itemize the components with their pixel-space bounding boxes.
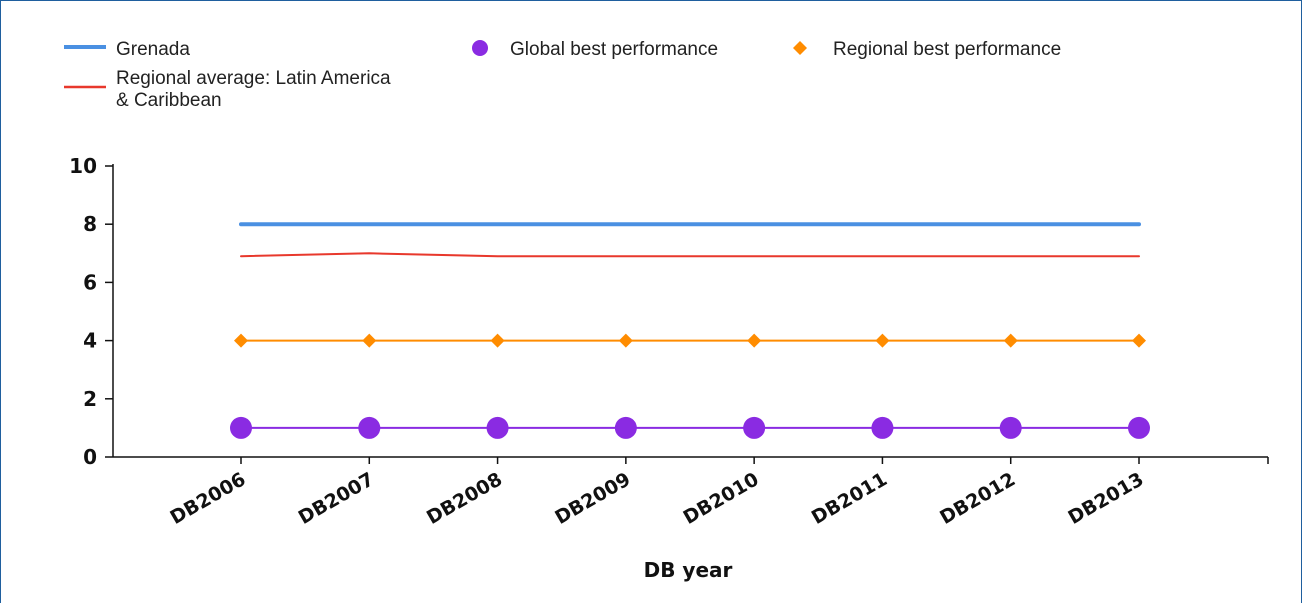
data-point-regional-best-performance	[1003, 333, 1018, 348]
x-tick-label: DB2011	[808, 468, 891, 529]
x-axis-title: DB year	[644, 558, 733, 582]
series-line-regional-average-latin-america-caribbean	[240, 252, 1140, 258]
legend: Grenada Regional average: Latin America &…	[64, 39, 1061, 111]
legend-label-regional-average: Regional average: Latin America & Caribbe…	[116, 68, 391, 111]
y-tick-label: 6	[83, 270, 97, 294]
y-tick-label: 2	[83, 387, 97, 411]
legend-label-global-best: Global best performance	[510, 39, 718, 60]
series-layer	[230, 222, 1150, 439]
legend-swatch-regional-best	[793, 41, 807, 55]
data-point-regional-best-performance	[875, 333, 890, 348]
x-tick-label: DB2009	[551, 468, 634, 529]
data-point-regional-best-performance	[747, 333, 762, 348]
data-point-global-best-performance	[486, 416, 509, 439]
y-tick-label: 8	[83, 212, 97, 236]
data-point-global-best-performance	[230, 416, 252, 439]
data-point-global-best-performance	[358, 416, 381, 439]
data-point-global-best-performance	[999, 416, 1022, 439]
legend-label-regional-best: Regional best performance	[833, 39, 1061, 60]
data-point-regional-best-performance	[618, 333, 633, 348]
data-point-global-best-performance	[1128, 416, 1150, 439]
legend-swatch-global-best	[472, 40, 488, 56]
x-tick-label: DB2012	[936, 468, 1019, 529]
x-tick-label: DB2007	[295, 468, 378, 529]
data-point-regional-best-performance	[1132, 333, 1146, 348]
y-tick-label: 10	[69, 154, 97, 178]
y-tick-label: 4	[83, 329, 97, 353]
data-point-global-best-performance	[743, 416, 766, 439]
data-point-regional-best-performance	[234, 333, 248, 348]
legend-label-grenada: Grenada	[116, 39, 190, 60]
x-tick-label: DB2013	[1064, 468, 1147, 529]
x-tick-label: DB2006	[166, 468, 249, 529]
data-point-global-best-performance	[871, 416, 894, 439]
data-point-regional-best-performance	[362, 333, 377, 348]
x-tick-label: DB2008	[423, 468, 506, 529]
x-tick-label: DB2010	[680, 468, 763, 529]
y-tick-label: 0	[83, 445, 97, 469]
data-point-regional-best-performance	[490, 333, 505, 348]
data-point-global-best-performance	[614, 416, 637, 439]
